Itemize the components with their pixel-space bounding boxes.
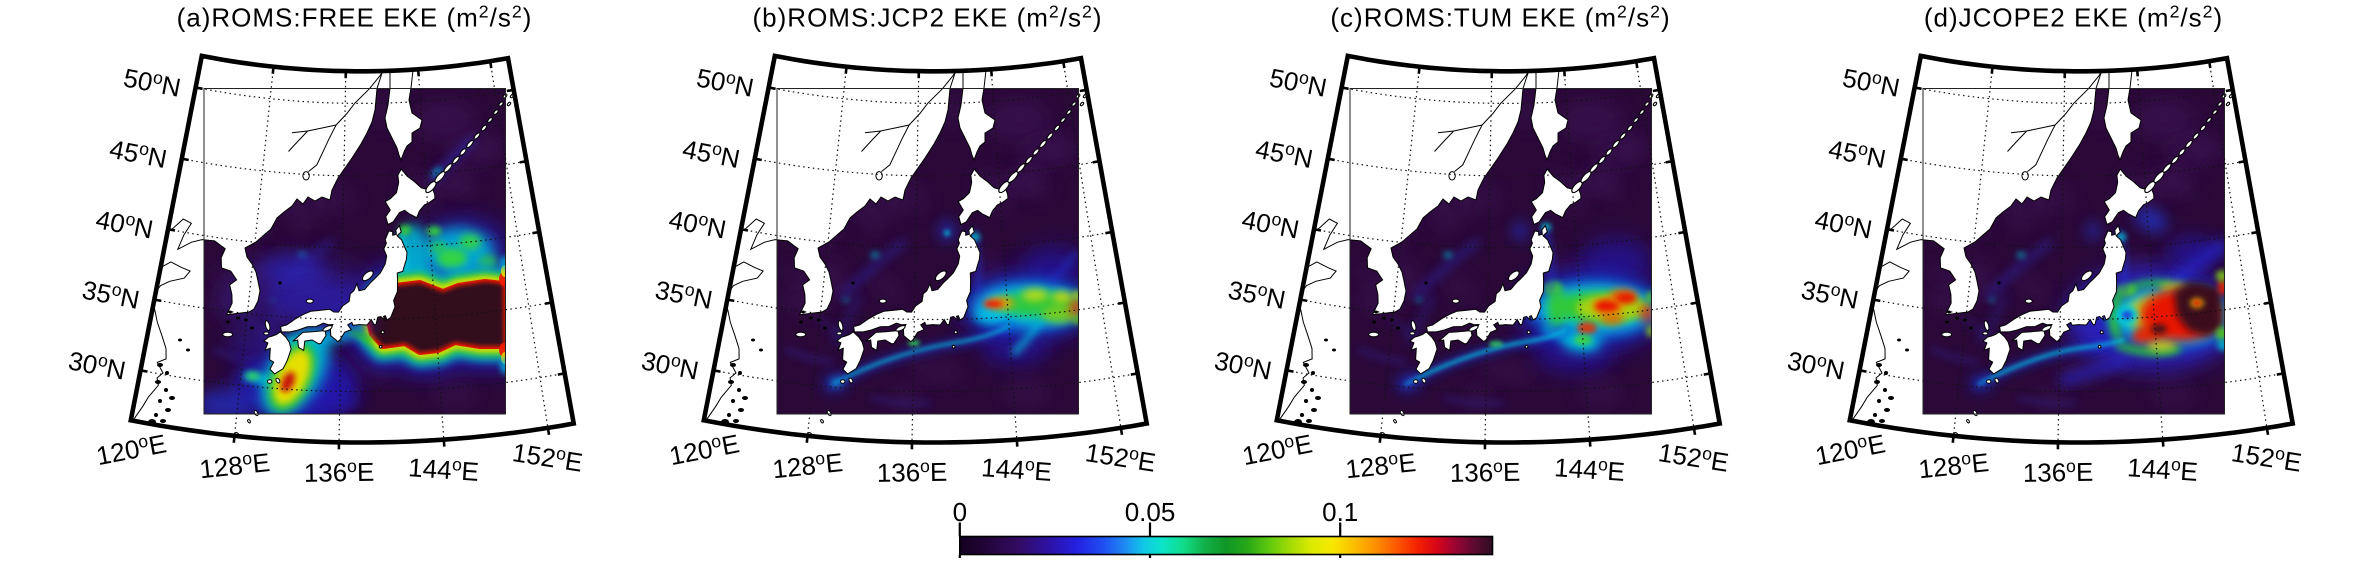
svg-text:(b)ROMS:JCP2 EKE (m2/s2): (b)ROMS:JCP2 EKE (m2/s2) [753, 2, 1103, 33]
svg-text:0.05: 0.05 [1125, 497, 1176, 527]
svg-text:0: 0 [953, 497, 967, 527]
svg-text:(a)ROMS:FREE EKE (m2/s2): (a)ROMS:FREE EKE (m2/s2) [177, 2, 533, 33]
svg-text:(c)ROMS:TUM EKE (m2/s2): (c)ROMS:TUM EKE (m2/s2) [1330, 2, 1670, 33]
svg-text:0.1: 0.1 [1322, 497, 1358, 527]
